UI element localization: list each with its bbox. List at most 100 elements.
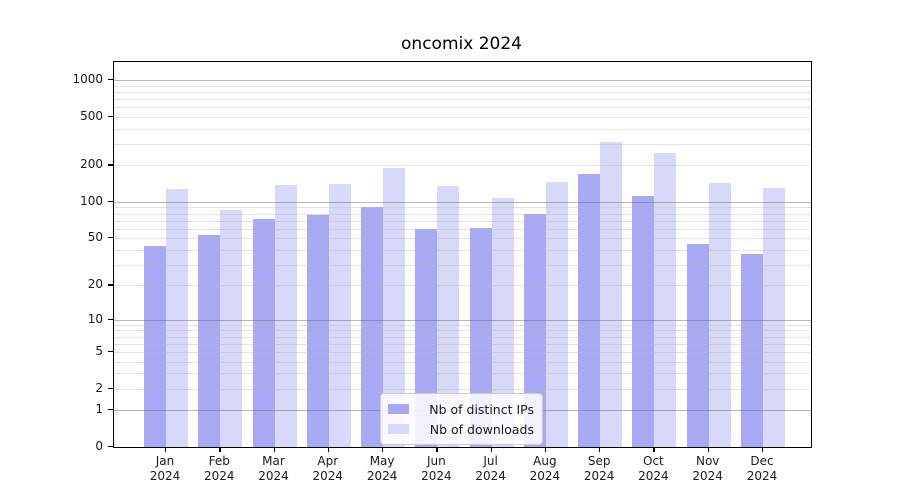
bar-distinct-ips-dec (741, 253, 763, 447)
gridline-major-10 (114, 319, 811, 321)
chart-title: oncomix 2024 (401, 34, 522, 54)
y-tick-label-5: 5 (95, 343, 103, 358)
x-tick-label-oct: Oct 2024 (638, 454, 669, 483)
gridline-minor-800 (114, 91, 811, 93)
x-tick-nov (707, 447, 709, 452)
legend-label-distinct-ips: Nb of distinct IPs (429, 401, 534, 417)
y-tick-label-2: 2 (95, 380, 103, 395)
y-tick-label-500: 500 (80, 108, 103, 123)
x-tick-label-apr: Apr 2024 (312, 454, 344, 483)
x-tick-label-may: May 2024 (366, 454, 398, 483)
y-tick-label-0: 0 (95, 439, 103, 453)
gridline-minor-400 (114, 128, 811, 130)
bar-distinct-ips-sep (578, 173, 601, 447)
x-tick-label-jul: Jul 2024 (475, 454, 506, 483)
y-tick-2 (108, 387, 113, 389)
x-tick-jun (436, 447, 438, 452)
y-tick-label-1: 1 (95, 402, 103, 417)
gridline-minor-4 (114, 361, 811, 363)
gridline-minor-500 (114, 116, 811, 118)
gridline-minor-6 (114, 343, 811, 345)
bar-distinct-ips-mar (252, 219, 275, 447)
bar-downloads-dec (763, 188, 785, 447)
x-tick-oct (653, 447, 655, 452)
gridline-minor-300 (114, 143, 811, 145)
bar-distinct-ips-jun (415, 228, 438, 447)
y-tick-50 (108, 237, 113, 239)
x-tick-label-nov: Nov 2024 (692, 454, 723, 483)
legend-swatch-downloads (388, 424, 409, 434)
gridline-minor-600 (114, 107, 811, 109)
x-tick-label-sep: Sep 2024 (583, 454, 615, 483)
gridline-minor-90 (114, 207, 811, 209)
bar-downloads-oct (654, 153, 677, 447)
x-tick-label-jan: Jan 2024 (149, 454, 181, 483)
bar-downloads-jun (437, 185, 460, 447)
x-tick-mar (273, 447, 275, 452)
x-tick-dec (762, 447, 764, 452)
y-tick-500 (108, 115, 113, 118)
y-tick-label-200: 200 (80, 157, 103, 172)
bar-downloads-aug (545, 182, 568, 447)
bar-distinct-ips-feb (198, 235, 221, 447)
gridline-minor-80 (114, 213, 811, 215)
gridline-minor-700 (114, 99, 811, 100)
y-tick-0 (108, 446, 113, 448)
y-tick-1000 (108, 79, 113, 81)
x-tick-feb (219, 447, 221, 452)
y-tick-1 (108, 409, 113, 411)
bar-distinct-ips-nov (686, 243, 709, 447)
bar-distinct-ips-apr (306, 214, 329, 447)
y-tick-label-1000: 1000 (72, 72, 103, 86)
x-tick-sep (599, 447, 601, 452)
y-tick-20 (108, 284, 113, 286)
gridline-minor-9 (114, 324, 811, 326)
bar-distinct-ips-oct (632, 196, 655, 447)
gridline-minor-7 (114, 336, 811, 338)
y-tick-label-20: 20 (87, 277, 103, 292)
legend-label-downloads: Nb of downloads (429, 421, 534, 437)
bar-downloads-sep (600, 141, 623, 447)
y-tick-label-50: 50 (87, 230, 103, 245)
x-tick-apr (327, 447, 330, 452)
bar-distinct-ips-jul (469, 227, 492, 447)
gridline-minor-2 (114, 388, 811, 390)
legend-swatch-distinct-ips (388, 404, 409, 414)
bar-downloads-feb (220, 210, 243, 447)
gridline-minor-70 (114, 220, 811, 222)
bar-distinct-ips-may (361, 207, 384, 447)
y-tick-label-100: 100 (80, 193, 103, 208)
gridline-minor-30 (114, 264, 811, 266)
bar-downloads-apr (328, 184, 351, 447)
gridline-minor-50 (114, 238, 811, 240)
y-tick-label-10: 10 (87, 311, 103, 326)
gridline-minor-20 (114, 285, 811, 287)
x-tick-aug (544, 447, 547, 452)
y-tick-100 (108, 200, 113, 203)
bar-downloads-may (383, 168, 406, 447)
gridline-minor-200 (114, 165, 811, 167)
legend-row-distinct-ips: Nb of distinct IPs (388, 399, 534, 419)
legend-row-downloads: Nb of downloads (388, 419, 534, 439)
gridline-major-1000 (114, 80, 811, 81)
bar-downloads-jul (491, 197, 514, 447)
x-tick-label-mar: Mar 2024 (258, 454, 289, 483)
bar-downloads-jan (166, 188, 188, 447)
y-tick-5 (108, 350, 113, 353)
gridline-minor-40 (114, 249, 811, 251)
gridline-major-100 (114, 201, 811, 203)
bar-downloads-mar (274, 184, 297, 447)
x-tick-label-jun: Jun 2024 (421, 454, 452, 483)
x-tick-jan (165, 447, 167, 452)
x-tick-may (382, 447, 384, 452)
x-tick-jul (490, 447, 492, 452)
x-tick-label-dec: Dec 2024 (746, 454, 778, 483)
bar-distinct-ips-aug (523, 213, 546, 447)
gridline-minor-3 (114, 373, 811, 375)
gridline-minor-60 (114, 228, 811, 230)
gridline-minor-5 (114, 351, 811, 353)
x-tick-label-aug: Aug 2024 (529, 454, 561, 483)
legend: Nb of distinct IPs Nb of downloads (380, 393, 543, 445)
gridline-minor-900 (114, 85, 811, 87)
